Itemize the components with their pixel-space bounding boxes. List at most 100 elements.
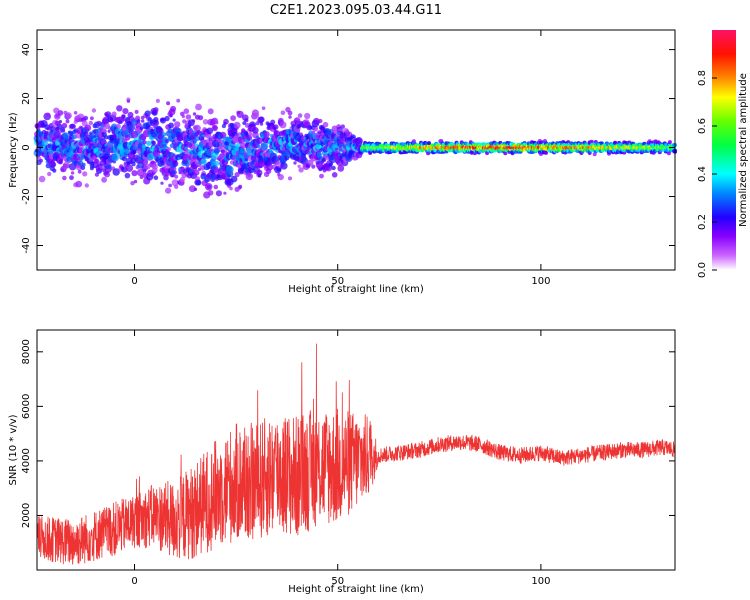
spectrogram-heatmap <box>33 97 677 199</box>
spectrogram-cell <box>139 175 144 180</box>
spectrogram-cell <box>246 135 253 141</box>
spectrogram-cell <box>194 124 201 132</box>
spectrogram-cell <box>230 115 237 121</box>
spectrogram-cell <box>88 120 94 126</box>
spectrogram-cell <box>238 184 243 189</box>
spectrogram-cell <box>297 113 303 118</box>
spectrogram-cell <box>503 151 508 156</box>
spectrogram-cell <box>206 127 214 135</box>
spectrogram-cell <box>156 127 164 135</box>
spectrogram-cell <box>131 161 136 167</box>
spectrogram-cell <box>144 110 151 117</box>
spectrogram-cell <box>544 150 548 155</box>
spectrogram-cell <box>240 147 245 152</box>
spectrogram-cell <box>204 183 213 191</box>
spectrogram-cell <box>155 98 160 103</box>
spectrogram-cell <box>141 119 145 123</box>
spectrogram-xlabel: Height of straight line (km) <box>288 284 424 295</box>
spectrogram-cell <box>126 99 131 103</box>
spectrogram-cell <box>166 101 171 106</box>
spectrogram-cell <box>112 168 120 176</box>
spectrogram-cell <box>133 179 138 184</box>
spectrogram-cell <box>280 162 288 170</box>
spectrogram-cell <box>237 132 241 136</box>
spectrogram-cell <box>125 149 130 155</box>
spectrogram-cell <box>71 124 76 129</box>
spectrogram-cell <box>153 175 159 180</box>
spectrogram-cell <box>200 158 207 165</box>
spectrogram-cell <box>127 124 136 132</box>
spectrogram-cell <box>328 162 333 167</box>
spectrogram-cell <box>193 187 198 191</box>
spectrogram-cell <box>170 105 177 112</box>
spectrogram-cell <box>65 119 70 124</box>
spectrogram-cell <box>469 150 474 155</box>
spectrogram-cell <box>52 168 57 173</box>
spectrogram-cell <box>121 114 126 119</box>
spectrogram-cell <box>168 122 175 129</box>
spectrogram-cell <box>318 118 323 124</box>
spectrogram-cell <box>47 171 52 177</box>
spectrogram-cell <box>236 110 244 118</box>
spectrogram-cell <box>195 103 202 111</box>
spectrogram-cell <box>125 164 134 172</box>
spectrogram-cell <box>592 152 597 157</box>
spectrogram-cell <box>91 108 97 113</box>
spectrogram-cell <box>198 115 204 121</box>
spectrogram-cell <box>111 111 117 117</box>
spectrogram-cell <box>65 112 72 119</box>
spectrogram-cell <box>153 107 159 113</box>
spectrogram-cell <box>185 114 192 120</box>
spectrogram-cell <box>61 128 66 133</box>
spectrogram-cell <box>233 121 241 129</box>
spectrogram-cell <box>202 119 209 125</box>
spectrogram-cell <box>279 121 287 129</box>
spectrogram-cell <box>77 169 82 174</box>
spectrogram-cell <box>258 164 263 169</box>
spectrogram-cell <box>331 125 338 132</box>
spectrogram-cell <box>260 142 269 150</box>
spectrogram-cell <box>172 118 176 122</box>
spectrogram-cell <box>90 116 94 121</box>
colorbar: 0.0 0.2 0.4 0.6 0.8 Normalized spectral ampl… <box>697 30 749 278</box>
spectrogram-cell <box>38 175 46 183</box>
spectrogram-cell <box>261 106 266 110</box>
spectrogram-cell <box>168 183 173 188</box>
spectrogram-cell <box>322 158 327 162</box>
spectrogram-cell <box>230 175 238 183</box>
spectrogram-xtick-label: 0 <box>131 276 137 287</box>
spectrogram-cell <box>195 179 202 186</box>
spectrogram-cell <box>69 175 74 181</box>
spectrogram-cell <box>106 114 110 118</box>
spectrogram-cell <box>130 181 135 186</box>
spectrogram-cell <box>234 172 240 178</box>
spectrogram-cell <box>160 181 164 185</box>
spectrogram-cell <box>164 139 170 144</box>
spectrogram-cell <box>84 124 92 132</box>
spectrogram-cell <box>223 118 229 125</box>
spectrogram-cell <box>297 164 301 168</box>
spectrogram-cell <box>165 187 172 194</box>
spectrogram-cell <box>118 120 123 124</box>
spectrogram-cell <box>57 110 64 116</box>
spectrogram-cell <box>101 176 107 183</box>
spectrogram-cell <box>172 160 179 167</box>
spectrogram-cell <box>75 180 83 188</box>
snr-frame <box>36 329 676 571</box>
spectrogram-cell <box>153 116 159 123</box>
spectrogram-cell <box>104 171 110 178</box>
spectrogram-cell <box>61 122 68 129</box>
spectrogram-cell <box>188 185 196 193</box>
spectrogram-cell <box>194 143 199 147</box>
spectrogram-cell <box>171 179 179 187</box>
colorbar-ticks: 0.0 0.2 0.4 0.6 0.8 <box>697 70 717 278</box>
snr-line <box>37 343 675 565</box>
spectrogram-cell <box>427 141 432 146</box>
spectrogram-cell <box>253 112 260 118</box>
spectrogram-cell <box>248 132 253 136</box>
spectrogram-cell <box>337 164 345 172</box>
spectrogram-xtick-label: 50 <box>331 276 344 287</box>
spectrogram-cell <box>270 119 276 125</box>
spectrogram-cell <box>151 140 156 146</box>
spectrogram-cell <box>115 123 121 129</box>
